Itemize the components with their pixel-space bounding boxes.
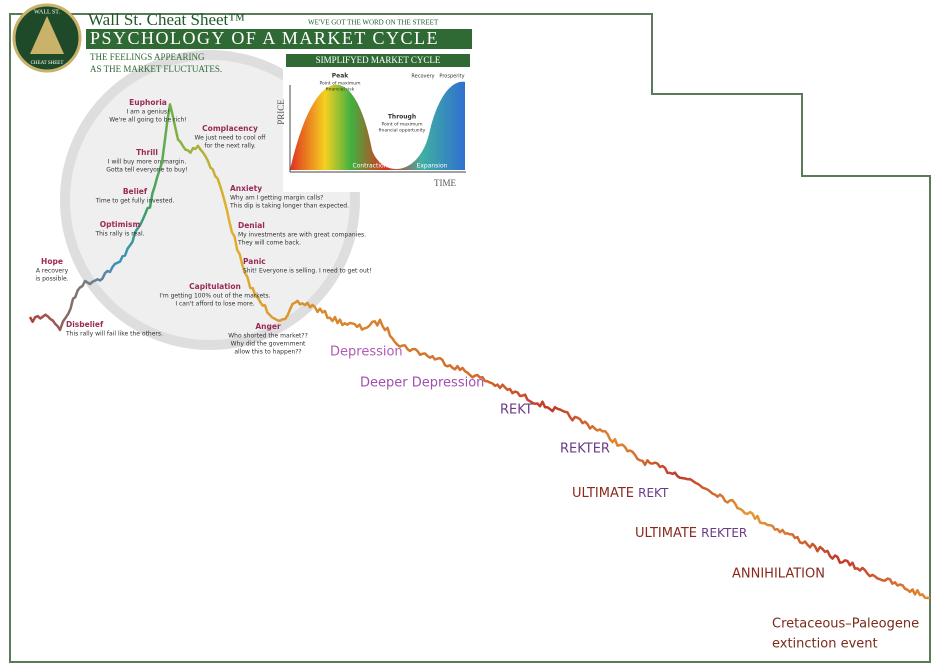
meme-label: ULTIMATE REKTER (635, 526, 747, 541)
emotion-quote: Gotta tell everyone to buy! (106, 167, 187, 174)
meme-word: ULTIMATE (572, 486, 634, 501)
emotion-quote: Shit! Everyone is selling. I need to get… (243, 268, 372, 275)
emotion-name: Hope (41, 257, 63, 266)
title: PSYCHOLOGY OF A MARKET CYCLE (90, 28, 439, 48)
emotion-quote: allow this to happen?? (234, 349, 301, 356)
emotion-quote: Why did the government (231, 341, 306, 348)
emotion-quote: This rally is real. (94, 231, 144, 238)
meme-label: ANNIHILATION (732, 567, 825, 582)
emotion-quote: A recovery (36, 268, 69, 275)
emotion-quote: This rally will fail like the others. (65, 331, 163, 338)
logo-text: WALL ST. (34, 9, 60, 15)
inset-x-label: TIME (434, 178, 456, 188)
emotion-quote: for the next rally. (204, 143, 255, 150)
logo-text: CHEAT SHEET (31, 61, 64, 66)
emotion-name: Denial (238, 221, 265, 230)
logo-pyramid (30, 16, 64, 54)
meme-label: REKT (500, 403, 533, 418)
emotion-name: Belief (123, 187, 148, 196)
emotion-quote: I'm getting 100% out of the markets. (159, 293, 270, 300)
inset-contraction: Contraction (353, 163, 388, 170)
market-curve (28, 103, 930, 600)
emotion-name: Thrill (136, 148, 158, 157)
meme-word: REKT (638, 486, 669, 500)
meme-label: Cretaceous–Paleogene (772, 617, 919, 632)
emotion-quote: They will come back. (237, 240, 301, 247)
emotion-name: Anxiety (230, 184, 262, 193)
inset-note: financial opportunity (379, 128, 426, 134)
watermark (60, 50, 360, 350)
meme-label: Deeper Depression (360, 376, 484, 391)
inset-note: Point of maximum (381, 122, 422, 128)
emotion-name: Complacency (202, 124, 258, 133)
inset-peak: Peak (332, 73, 350, 80)
emotion-quote: My investments are with great companies. (238, 232, 366, 239)
emotion-name: Optimism (100, 220, 141, 229)
inset-y-label: PRICE (276, 99, 286, 125)
emotion-name: Euphoria (129, 98, 167, 107)
emotion-quote: I will buy more on margin. (108, 159, 187, 166)
emotion-name: Anger (255, 322, 281, 331)
inset-prosperity: Prosperity (439, 74, 464, 80)
tagline: WE'VE GOT THE WORD ON THE STREET (308, 19, 439, 27)
emotion-quote: We're all going to be rich! (109, 117, 186, 124)
meme-label: extinction event (772, 637, 878, 652)
emotion-labels: Euphoria I am a genius!We're all going to… (35, 98, 371, 356)
inset-through: Through (388, 114, 416, 121)
emotion-quote: I can't afford to lose more. (175, 301, 254, 308)
meme-word: ULTIMATE (635, 526, 697, 541)
emotion-name: Panic (243, 257, 266, 266)
inset-band (286, 54, 470, 67)
inset-title: SIMPLIFYED MARKET CYCLE (316, 55, 441, 65)
emotion-name: Capitulation (189, 282, 241, 291)
emotion-name: Disbelief (66, 320, 104, 329)
emotion-quote: Why am I getting margin calls? (230, 195, 323, 202)
inset-note: Point of maximum (319, 81, 360, 87)
meme-label: Depression (330, 345, 403, 360)
inset-expansion: Expansion (417, 163, 448, 170)
meme-label: REKTER (560, 442, 610, 457)
emotion-quote: We just need to cool off (195, 135, 267, 142)
emotion-quote: Who shorted the market?? (228, 333, 308, 340)
brand: Wall St. Cheat Sheet™ (88, 10, 245, 29)
emotion-quote: This dip is taking longer than expected. (229, 203, 349, 210)
subtitle: AS THE MARKET FLUCTUATES. (90, 64, 222, 74)
emotion-quote: Time to get fully invested. (95, 198, 175, 205)
subtitle: THE FEELINGS APPEARING (90, 52, 205, 62)
inset-recovery: Recovery (411, 74, 434, 80)
emotion-quote: is possible. (35, 276, 68, 283)
title-band (86, 29, 472, 49)
inset-wave (290, 81, 465, 170)
frame (9, 13, 931, 663)
meme-label: ULTIMATE REKT (572, 486, 669, 501)
inset-note: financial risk (326, 87, 355, 93)
meme-word: REKTER (701, 526, 747, 540)
emotion-quote: I am a genius! (127, 109, 170, 116)
